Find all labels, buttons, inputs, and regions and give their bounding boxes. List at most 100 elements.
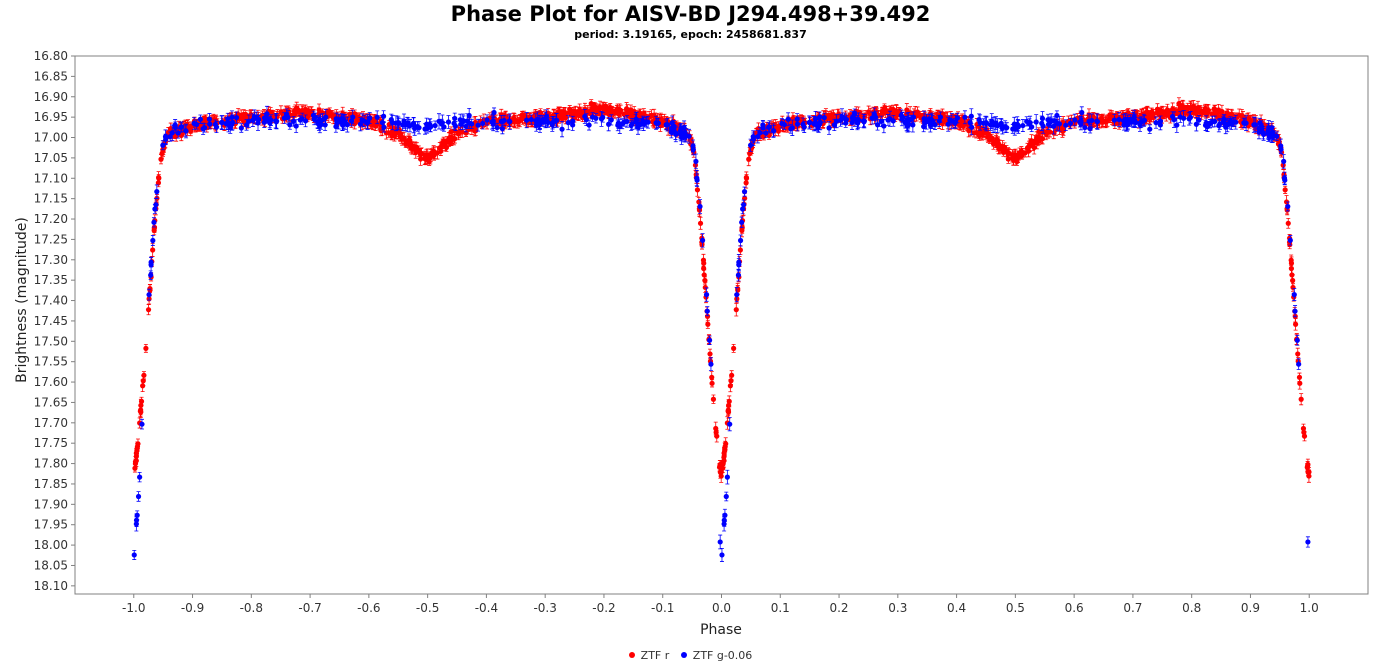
plot-area	[74, 55, 1369, 595]
data-point	[1258, 123, 1265, 129]
data-point	[623, 106, 630, 112]
data-point	[1186, 116, 1192, 122]
data-point	[302, 118, 309, 124]
data-point	[1169, 113, 1176, 120]
data-point	[238, 125, 244, 131]
data-point	[760, 124, 766, 131]
x-tick-label: 0.5	[1006, 601, 1025, 615]
data-point	[1086, 118, 1092, 124]
data-point	[537, 119, 543, 125]
data-point	[316, 107, 322, 113]
data-point	[723, 493, 729, 500]
data-point	[694, 187, 701, 193]
data-point	[697, 203, 703, 210]
y-tick-label: 17.15	[34, 192, 68, 206]
data-point	[729, 372, 735, 378]
data-point	[1148, 109, 1154, 116]
data-point	[1212, 118, 1218, 125]
data-point	[163, 136, 169, 142]
x-tick-label: 0.1	[771, 601, 790, 615]
x-tick-label: 0.9	[1241, 601, 1260, 615]
data-point	[156, 174, 162, 181]
y-tick-label: 17.55	[34, 355, 68, 369]
data-point	[1281, 175, 1288, 181]
legend-marker-ztf-r	[628, 652, 635, 658]
data-point	[284, 111, 290, 117]
data-point	[1147, 126, 1153, 132]
data-point	[817, 114, 823, 120]
data-point	[1260, 131, 1267, 138]
data-point	[1216, 107, 1222, 113]
data-point	[1271, 132, 1277, 138]
data-point	[506, 118, 512, 124]
data-point	[137, 408, 143, 414]
data-point	[725, 408, 731, 414]
data-point	[743, 174, 749, 181]
data-point	[389, 130, 395, 137]
data-point	[357, 121, 364, 127]
data-point	[727, 383, 733, 389]
data-point	[1266, 134, 1272, 140]
data-point	[1079, 109, 1085, 116]
data-point	[1296, 361, 1302, 367]
y-tick-label: 17.30	[34, 253, 68, 267]
x-tick-label: -0.3	[533, 601, 556, 615]
data-point	[218, 119, 225, 126]
data-point	[178, 124, 184, 130]
data-point	[815, 124, 821, 131]
data-point	[989, 118, 995, 124]
data-point	[707, 351, 713, 357]
data-point	[849, 115, 855, 121]
data-point	[207, 121, 213, 127]
legend-item-ztf-r: ZTF r	[628, 649, 669, 662]
data-point	[763, 130, 769, 136]
data-point	[1297, 380, 1303, 386]
data-point	[1004, 125, 1010, 131]
data-point	[398, 134, 404, 140]
data-point	[1094, 118, 1100, 124]
data-point	[151, 219, 157, 225]
data-point	[133, 453, 139, 460]
data-point	[635, 121, 641, 127]
data-point	[750, 136, 756, 142]
data-point	[412, 125, 418, 132]
data-point	[728, 378, 734, 384]
y-tick-label: 16.80	[34, 49, 68, 63]
y-axis-label: Brightness (magnitude)	[14, 217, 30, 383]
data-points	[131, 97, 1312, 562]
data-point	[910, 122, 916, 128]
data-point	[152, 206, 158, 212]
data-point	[338, 116, 345, 122]
data-point	[1040, 123, 1046, 129]
data-point	[227, 124, 233, 131]
data-point	[559, 126, 565, 132]
data-point	[1163, 112, 1169, 119]
data-point	[1285, 220, 1291, 226]
x-axis-label: Phase	[700, 622, 742, 638]
data-point	[344, 122, 350, 128]
data-point	[1012, 126, 1018, 132]
data-point	[1183, 107, 1189, 114]
data-point	[671, 123, 677, 129]
y-tick-label: 16.85	[34, 69, 68, 83]
y-tick-label: 17.25	[34, 232, 68, 246]
data-point	[628, 107, 634, 113]
data-point	[432, 150, 438, 156]
data-point	[690, 146, 696, 152]
data-point	[250, 117, 256, 123]
data-point	[1211, 106, 1217, 112]
data-point	[757, 130, 763, 136]
data-point	[932, 122, 938, 128]
data-point	[243, 122, 250, 128]
data-point	[716, 464, 723, 470]
data-point	[999, 125, 1006, 132]
data-point	[494, 124, 500, 131]
data-point	[1174, 122, 1180, 128]
data-point	[374, 114, 380, 120]
data-point	[1298, 396, 1304, 402]
data-point	[145, 307, 152, 313]
data-point	[293, 123, 299, 129]
data-point	[233, 115, 240, 121]
data-point	[143, 345, 149, 351]
data-point	[225, 116, 231, 122]
